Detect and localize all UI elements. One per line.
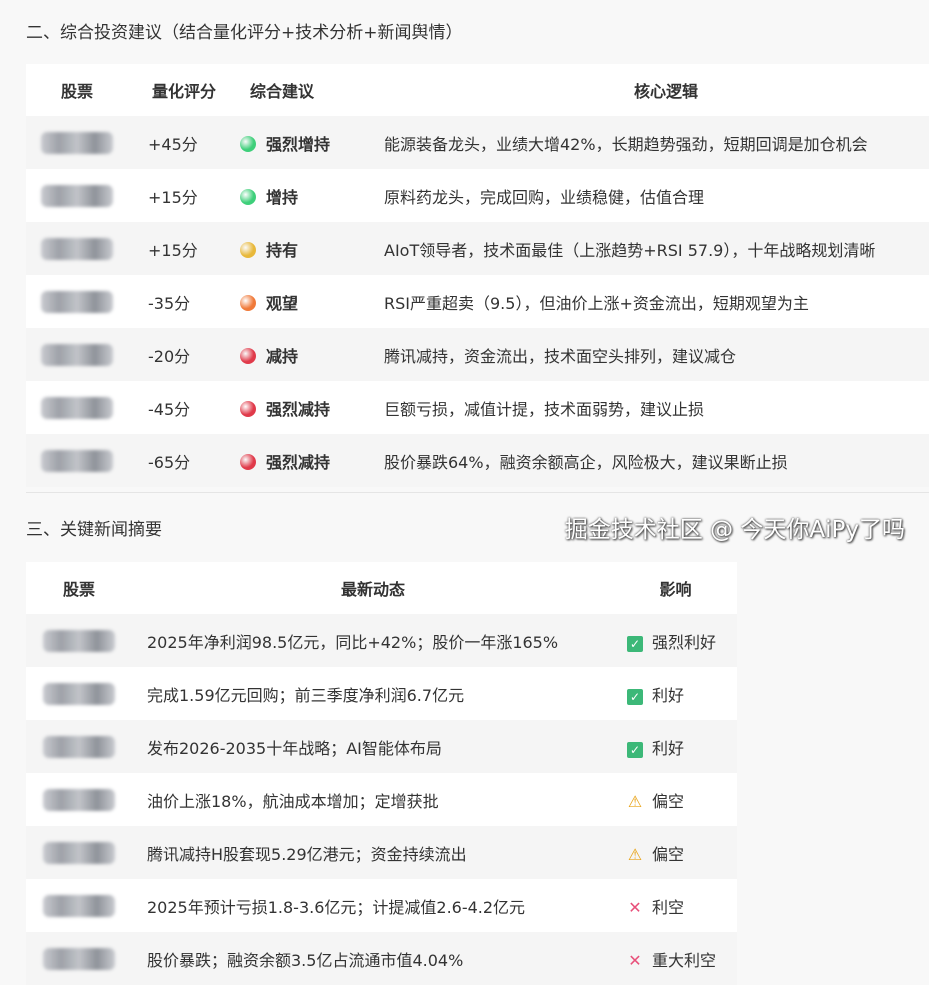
status-dot-icon — [240, 241, 256, 258]
table-row: 2025年净利润98.5亿元，同比+42%；股价一年涨165% ✓ 强烈利好 — [26, 614, 737, 667]
stock-name-blurred — [41, 184, 113, 207]
stock-name-blurred — [43, 682, 115, 705]
check-icon: ✓ — [626, 686, 644, 705]
stock-name-blurred — [43, 947, 115, 970]
advice: 减持 — [266, 346, 299, 366]
advice: 强烈减持 — [266, 452, 331, 472]
status-dot-icon — [240, 188, 256, 205]
score: +15分 — [128, 169, 240, 222]
news: 腾讯减持H股套现5.29亿港元；资金持续流出 — [132, 826, 614, 879]
stock-name-blurred — [41, 237, 113, 260]
status-dot-icon — [240, 347, 256, 364]
stock-name-blurred — [41, 396, 113, 419]
score: +45分 — [128, 116, 240, 169]
watermark: 掘金技术社区 @ 今天你AiPy了吗 — [564, 517, 905, 543]
score: +15分 — [128, 222, 240, 275]
stock-name-blurred — [41, 131, 113, 154]
impact: 利空 — [652, 897, 685, 917]
col-stock: 股票 — [26, 562, 132, 614]
col-news: 最新动态 — [132, 562, 614, 614]
status-dot-icon — [240, 453, 256, 470]
col-advice: 综合建议 — [240, 64, 376, 116]
logic: 巨额亏损，减值计提，技术面弱势，建议止损 — [376, 381, 929, 434]
score: -20分 — [128, 328, 240, 381]
stock-name-blurred — [43, 841, 115, 864]
news: 发布2026-2035十年战略；AI智能体布局 — [132, 720, 614, 773]
table-row: 腾讯减持H股套现5.29亿港元；资金持续流出 ⚠ 偏空 — [26, 826, 737, 879]
logic: AIoT领导者，技术面最佳（上涨趋势+RSI 57.9），十年战略规划清晰 — [376, 222, 929, 275]
status-dot-icon — [240, 135, 256, 152]
status-dot-icon — [240, 400, 256, 417]
advice: 持有 — [266, 240, 299, 260]
stock-name-blurred — [43, 629, 115, 652]
impact: 偏空 — [652, 844, 685, 864]
check-icon: ✓ — [626, 633, 644, 652]
score: -45分 — [128, 381, 240, 434]
news: 股价暴跌；融资余额3.5亿占流通市值4.04% — [132, 932, 614, 985]
logic: RSI严重超卖（9.5），但油价上涨+资金流出，短期观望为主 — [376, 275, 929, 328]
stock-name-blurred — [43, 894, 115, 917]
impact: 强烈利好 — [652, 632, 717, 652]
advice-table: 股票 量化评分 综合建议 核心逻辑 +45分 强烈增持 能源装备龙头，业绩大增4… — [26, 64, 929, 487]
table-row: 完成1.59亿元回购；前三季度净利润6.7亿元 ✓ 利好 — [26, 667, 737, 720]
table-row: -20分 减持 腾讯减持，资金流出，技术面空头排列，建议减仓 — [26, 328, 929, 381]
impact: 利好 — [652, 685, 685, 705]
advice: 强烈减持 — [266, 399, 331, 419]
advice: 强烈增持 — [266, 134, 331, 154]
advice: 增持 — [266, 187, 299, 207]
logic: 股价暴跌64%，融资余额高企，风险极大，建议果断止损 — [376, 434, 929, 487]
score: -35分 — [128, 275, 240, 328]
table-row: -65分 强烈减持 股价暴跌64%，融资余额高企，风险极大，建议果断止损 — [26, 434, 929, 487]
advice: 观望 — [266, 293, 299, 313]
col-stock: 股票 — [26, 64, 128, 116]
impact: 利好 — [652, 738, 685, 758]
table-row: 2025年预计亏损1.8-3.6亿元；计提减值2.6-4.2亿元 ✕ 利空 — [26, 879, 737, 932]
score: -65分 — [128, 434, 240, 487]
table-row: +45分 强烈增持 能源装备龙头，业绩大增42%，长期趋势强劲，短期回调是加仓机… — [26, 116, 929, 169]
col-logic: 核心逻辑 — [376, 64, 929, 116]
table-row: -45分 强烈减持 巨额亏损，减值计提，技术面弱势，建议止损 — [26, 381, 929, 434]
news: 完成1.59亿元回购；前三季度净利润6.7亿元 — [132, 667, 614, 720]
impact: 重大利空 — [652, 950, 717, 970]
check-icon: ✓ — [626, 739, 644, 758]
status-dot-icon — [240, 294, 256, 311]
warning-icon: ⚠ — [627, 791, 643, 811]
col-score: 量化评分 — [128, 64, 240, 116]
stock-name-blurred — [41, 290, 113, 313]
divider — [26, 492, 929, 493]
section-title-advice: 二、综合投资建议（结合量化评分+技术分析+新闻舆情） — [26, 23, 463, 43]
news: 油价上涨18%，航油成本增加；定增获批 — [132, 773, 614, 826]
news: 2025年预计亏损1.8-3.6亿元；计提减值2.6-4.2亿元 — [132, 879, 614, 932]
logic: 腾讯减持，资金流出，技术面空头排列，建议减仓 — [376, 328, 929, 381]
news: 2025年净利润98.5亿元，同比+42%；股价一年涨165% — [132, 614, 614, 667]
col-impact: 影响 — [614, 562, 737, 614]
stock-name-blurred — [43, 788, 115, 811]
table-row: +15分 持有 AIoT领导者，技术面最佳（上涨趋势+RSI 57.9），十年战… — [26, 222, 929, 275]
logic: 能源装备龙头，业绩大增42%，长期趋势强劲，短期回调是加仓机会 — [376, 116, 929, 169]
cross-icon: ✕ — [628, 950, 642, 970]
section-title-news: 三、关键新闻摘要 — [26, 520, 162, 540]
cross-icon: ✕ — [628, 897, 642, 917]
table-row: 油价上涨18%，航油成本增加；定增获批 ⚠ 偏空 — [26, 773, 737, 826]
impact: 偏空 — [652, 791, 685, 811]
warning-icon: ⚠ — [627, 844, 643, 864]
table-row: +15分 增持 原料药龙头，完成回购，业绩稳健，估值合理 — [26, 169, 929, 222]
table-row: 发布2026-2035十年战略；AI智能体布局 ✓ 利好 — [26, 720, 737, 773]
stock-name-blurred — [41, 449, 113, 472]
table-row: -35分 观望 RSI严重超卖（9.5），但油价上涨+资金流出，短期观望为主 — [26, 275, 929, 328]
logic: 原料药龙头，完成回购，业绩稳健，估值合理 — [376, 169, 929, 222]
stock-name-blurred — [41, 343, 113, 366]
stock-name-blurred — [43, 735, 115, 758]
news-table: 股票 最新动态 影响 2025年净利润98.5亿元，同比+42%；股价一年涨16… — [26, 562, 737, 985]
table-row: 股价暴跌；融资余额3.5亿占流通市值4.04% ✕ 重大利空 — [26, 932, 737, 985]
